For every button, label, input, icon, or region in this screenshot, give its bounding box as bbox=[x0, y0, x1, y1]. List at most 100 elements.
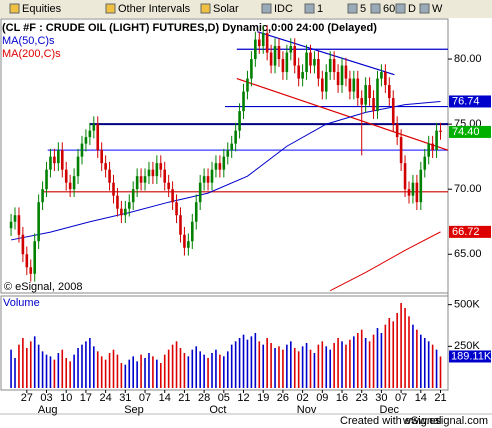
candle-body bbox=[277, 46, 281, 60]
x-tick-label: 21 bbox=[434, 392, 446, 404]
toolbar-icon[interactable] bbox=[347, 3, 358, 14]
toolbar-icon[interactable] bbox=[9, 3, 20, 14]
candle-body bbox=[399, 137, 403, 164]
candle-body bbox=[423, 156, 427, 170]
candle-body bbox=[242, 91, 245, 112]
candle-body bbox=[167, 182, 170, 190]
volume-title: Volume bbox=[3, 297, 40, 309]
volume-bar bbox=[211, 353, 213, 388]
x-tick-label: 07 bbox=[395, 392, 407, 404]
candle-body bbox=[9, 221, 13, 229]
volume-bar bbox=[167, 349, 170, 388]
candle-body bbox=[72, 176, 76, 190]
price-box-label: 66.72 bbox=[452, 226, 480, 238]
toolbar-button[interactable]: Equities bbox=[22, 3, 62, 15]
x-tick-label: 05 bbox=[218, 392, 230, 404]
volume-bar bbox=[345, 344, 347, 388]
volume-bar bbox=[22, 338, 24, 388]
toolbar-icon[interactable] bbox=[304, 3, 315, 14]
volume-bar bbox=[360, 329, 363, 388]
volume-bar bbox=[297, 351, 300, 388]
candle-body bbox=[431, 143, 434, 151]
candle-body bbox=[289, 46, 293, 53]
volume-bar bbox=[69, 361, 71, 388]
toolbar-button[interactable]: D bbox=[408, 3, 416, 15]
candle-body bbox=[53, 156, 56, 164]
candle-body bbox=[419, 169, 423, 203]
volume-bar bbox=[37, 344, 40, 388]
candle-body bbox=[155, 163, 159, 177]
x-tick-label: 07 bbox=[139, 392, 151, 404]
candle-body bbox=[372, 98, 375, 112]
candle-body bbox=[332, 59, 336, 73]
toolbar-button[interactable]: IDC bbox=[274, 3, 293, 15]
x-tick-label: 26 bbox=[277, 392, 289, 404]
x-tick-label: 03 bbox=[40, 392, 52, 404]
x-tick-label: 27 bbox=[21, 392, 33, 404]
toolbar-icon[interactable] bbox=[105, 3, 116, 14]
toolbar-button[interactable]: 1 bbox=[317, 3, 323, 15]
candle-body bbox=[356, 78, 360, 99]
candle-body bbox=[104, 163, 107, 170]
toolbar-icon[interactable] bbox=[370, 3, 381, 14]
volume-bar bbox=[85, 341, 87, 388]
y-tick-label: 80.00 bbox=[454, 53, 482, 65]
volume-bar bbox=[427, 341, 430, 388]
toolbar-icon[interactable] bbox=[261, 3, 272, 14]
volume-bar bbox=[29, 341, 32, 388]
candle-body bbox=[254, 39, 257, 60]
toolbar-icon[interactable] bbox=[419, 3, 430, 14]
candle-body bbox=[230, 143, 233, 151]
y-tick-label: 70.00 bbox=[454, 183, 482, 195]
toolbar-icon[interactable] bbox=[395, 3, 406, 14]
volume-bar bbox=[412, 324, 414, 388]
legend-ma200: MA(200,C)s bbox=[2, 48, 61, 60]
volume-bar bbox=[329, 349, 331, 388]
volume-bar bbox=[266, 338, 268, 388]
candle-body bbox=[435, 130, 438, 151]
toolbar-button[interactable]: W bbox=[432, 3, 443, 15]
volume-bar bbox=[57, 353, 60, 388]
candle-body bbox=[151, 169, 155, 177]
volume-bar bbox=[356, 333, 359, 388]
volume-bar bbox=[341, 341, 343, 388]
candle-body bbox=[147, 169, 151, 177]
toolbar-button[interactable]: 60 bbox=[383, 3, 395, 15]
x-tick-label: 31 bbox=[119, 392, 131, 404]
month-label: Nov bbox=[297, 404, 317, 416]
volume-bar bbox=[191, 349, 194, 388]
toolbar-button[interactable]: Solar bbox=[213, 3, 239, 15]
volume-bar bbox=[26, 348, 28, 388]
volume-bar bbox=[215, 349, 217, 388]
candle-body bbox=[257, 39, 261, 47]
candle-body bbox=[387, 85, 391, 99]
volume-bar bbox=[250, 336, 253, 388]
volume-bar bbox=[230, 344, 233, 388]
volume-bar bbox=[278, 346, 280, 388]
volume-bar bbox=[293, 348, 296, 388]
volume-bar bbox=[116, 354, 119, 388]
volume-bar bbox=[364, 338, 367, 388]
candle-body bbox=[194, 202, 198, 222]
candle-body bbox=[88, 130, 92, 138]
candle-body bbox=[238, 111, 241, 131]
candle-body bbox=[29, 267, 33, 274]
volume-bar bbox=[305, 343, 308, 388]
candle-body bbox=[269, 52, 273, 66]
candle-body bbox=[246, 78, 249, 92]
toolbar-icon[interactable] bbox=[200, 3, 211, 14]
month-label: Oct bbox=[209, 404, 226, 416]
candle-body bbox=[395, 124, 399, 138]
volume-bar bbox=[408, 316, 410, 388]
toolbar-button[interactable]: 5 bbox=[360, 3, 366, 15]
volume-bar bbox=[223, 356, 225, 388]
candle-body bbox=[360, 98, 364, 105]
volume-bar bbox=[136, 361, 138, 388]
volume-bar bbox=[128, 359, 131, 388]
toolbar-button[interactable]: Other Intervals bbox=[118, 3, 191, 15]
y-tick-label: 65.00 bbox=[454, 248, 482, 260]
volume-bar bbox=[337, 338, 339, 388]
volume-bar bbox=[333, 343, 335, 388]
volume-bar bbox=[234, 341, 237, 388]
